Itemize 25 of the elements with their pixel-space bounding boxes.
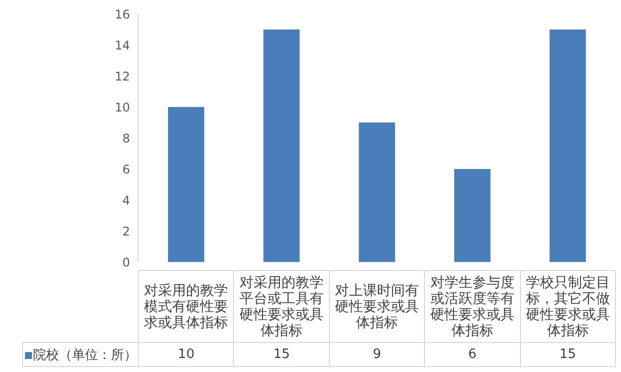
y-tick-label: 10 [114,100,130,114]
data-label: 9 [329,342,425,366]
x-tick-label: 对采用的教学平台或工具有硬性要求或具体指标 [234,270,330,342]
bar [358,122,396,262]
y-tick-label: 8 [122,131,130,146]
y-tick-label: 14 [114,38,130,52]
bar [168,107,204,262]
x-tick-label: 学校只制定目标，其它不做硬性要求或具体指标 [520,270,616,342]
y-tick-label: 2 [122,224,130,238]
bar [550,30,586,262]
y-tick-label: 12 [114,69,130,84]
x-tick-label: 对上课时间有硬性要求或具体指标 [329,270,425,342]
y-tick-label: 0 [122,255,130,270]
bar [454,169,490,262]
data-label: 15 [234,342,330,366]
y-tick-label: 4 [122,193,130,208]
x-tick-label: 对学生参与度或活跃度等有硬性要求或具体指标 [424,270,520,342]
x-tick-label: 对采用的教学模式有硬性要求或具体指标 [138,270,234,342]
bar [263,30,300,262]
legend-label: 院校（单位：所） [22,342,138,366]
y-tick-label: 16 [114,7,130,22]
y-tick-label: 6 [122,162,130,176]
data-label: 15 [520,342,616,366]
data-label: 10 [138,342,234,366]
data-label: 6 [424,342,520,366]
